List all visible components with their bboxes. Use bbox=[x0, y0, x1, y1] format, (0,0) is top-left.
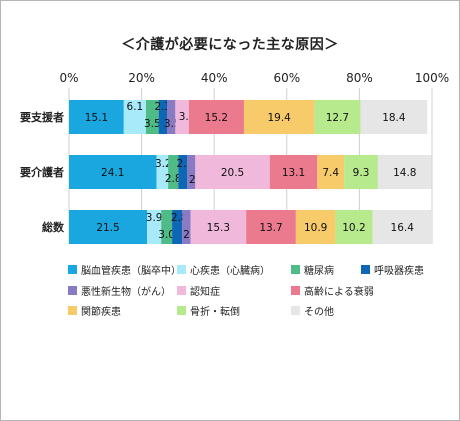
bar-segment bbox=[178, 155, 188, 189]
data-label: 15.1 bbox=[85, 112, 108, 124]
bar-segment bbox=[123, 100, 146, 134]
bar-segment bbox=[172, 210, 183, 244]
data-label: 20.5 bbox=[221, 167, 244, 179]
category-label: 要支援者 bbox=[20, 110, 64, 124]
bar-segment bbox=[372, 210, 432, 244]
x-tick-label: 20% bbox=[128, 71, 155, 85]
chart-title: ＜介護が必要になった主な原因＞ bbox=[121, 37, 339, 53]
bar-segment bbox=[188, 100, 244, 134]
x-tick-label: 100% bbox=[415, 71, 449, 85]
bar-segment bbox=[69, 210, 148, 244]
data-label: 14.8 bbox=[393, 167, 416, 179]
bar-segment bbox=[243, 100, 315, 134]
x-tick-label: 0% bbox=[59, 71, 78, 85]
data-label: 3.0 bbox=[158, 229, 175, 241]
bar-segment bbox=[175, 100, 189, 134]
data-label: 3.2 bbox=[155, 158, 172, 170]
bar-segment bbox=[187, 155, 196, 189]
bar-segment bbox=[69, 155, 157, 189]
category-label: 要介護者 bbox=[20, 165, 64, 179]
bar-segment bbox=[69, 100, 124, 134]
bar-segment bbox=[168, 155, 179, 189]
data-label: 9.3 bbox=[353, 167, 370, 179]
data-label: 2.8 bbox=[165, 173, 182, 185]
bar-segment bbox=[182, 210, 191, 244]
bar-segment bbox=[147, 210, 162, 244]
bar-segment bbox=[314, 100, 361, 134]
data-label: 21.5 bbox=[96, 222, 119, 234]
data-label: 13.1 bbox=[282, 167, 305, 179]
bar-segment bbox=[344, 155, 378, 189]
data-label: 7.4 bbox=[322, 167, 339, 179]
data-label: 12.7 bbox=[326, 112, 349, 124]
bar-segment bbox=[195, 155, 270, 189]
data-label: 10.2 bbox=[342, 222, 365, 234]
bar-segment bbox=[158, 100, 168, 134]
data-label: 16.4 bbox=[391, 222, 415, 234]
x-tick-label: 40% bbox=[201, 71, 228, 85]
data-label: 15.2 bbox=[205, 112, 228, 124]
bar-segment bbox=[246, 210, 296, 244]
x-tick-label: 60% bbox=[273, 71, 300, 85]
bar-segment bbox=[269, 155, 318, 189]
data-label: 3.9 bbox=[146, 212, 163, 224]
bar-segment bbox=[295, 210, 336, 244]
bar-segment bbox=[167, 100, 176, 134]
data-label: 6.1 bbox=[127, 101, 144, 113]
data-label: 18.4 bbox=[382, 112, 406, 124]
bar-segment bbox=[377, 155, 432, 189]
bar-segment bbox=[156, 155, 169, 189]
x-tick-label: 80% bbox=[346, 71, 373, 85]
category-label: 総数 bbox=[42, 220, 65, 234]
bar-segment bbox=[360, 100, 428, 134]
data-label: 13.7 bbox=[259, 222, 282, 234]
bar-segment bbox=[335, 210, 373, 244]
data-label: 15.3 bbox=[207, 222, 230, 234]
bar-segment bbox=[161, 210, 173, 244]
data-label: 19.4 bbox=[267, 112, 291, 124]
data-label: 24.1 bbox=[101, 167, 124, 179]
bar-segment bbox=[317, 155, 345, 189]
data-label: 3.5 bbox=[144, 118, 161, 130]
bar-segment bbox=[145, 100, 159, 134]
bar-segment bbox=[190, 210, 247, 244]
data-label: 10.9 bbox=[304, 222, 327, 234]
